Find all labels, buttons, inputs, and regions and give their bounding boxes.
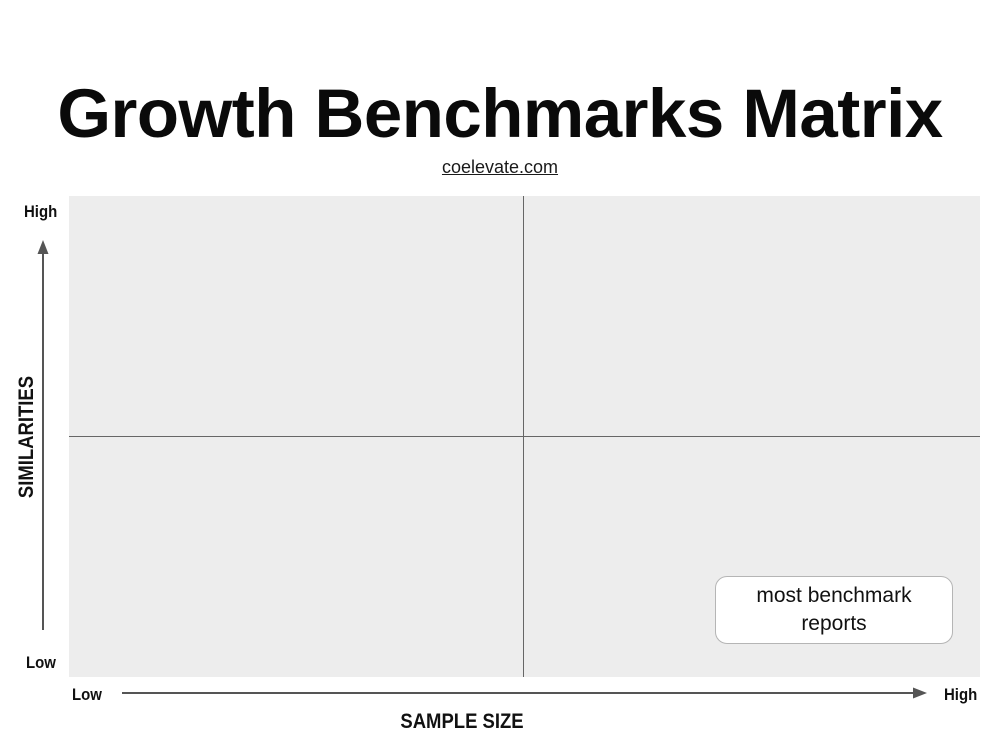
x-axis-high-label: High: [944, 685, 978, 704]
matrix-grid: most benchmark reports: [69, 196, 980, 677]
y-axis-high-label: High: [24, 202, 58, 221]
x-axis-arrow: [122, 687, 927, 699]
x-axis-low-label: Low: [72, 685, 102, 704]
y-axis-low-label: Low: [26, 653, 56, 672]
callout-most-benchmark-reports: most benchmark reports: [715, 576, 953, 644]
y-axis-arrow: [37, 240, 49, 630]
page-title: Growth Benchmarks Matrix: [57, 75, 943, 152]
x-axis-title: SAMPLE SIZE: [400, 710, 524, 733]
y-axis-title: SIMILARITIES: [15, 375, 38, 499]
source-link[interactable]: coelevate.com: [441, 157, 559, 177]
horizontal-divider: [69, 436, 980, 437]
